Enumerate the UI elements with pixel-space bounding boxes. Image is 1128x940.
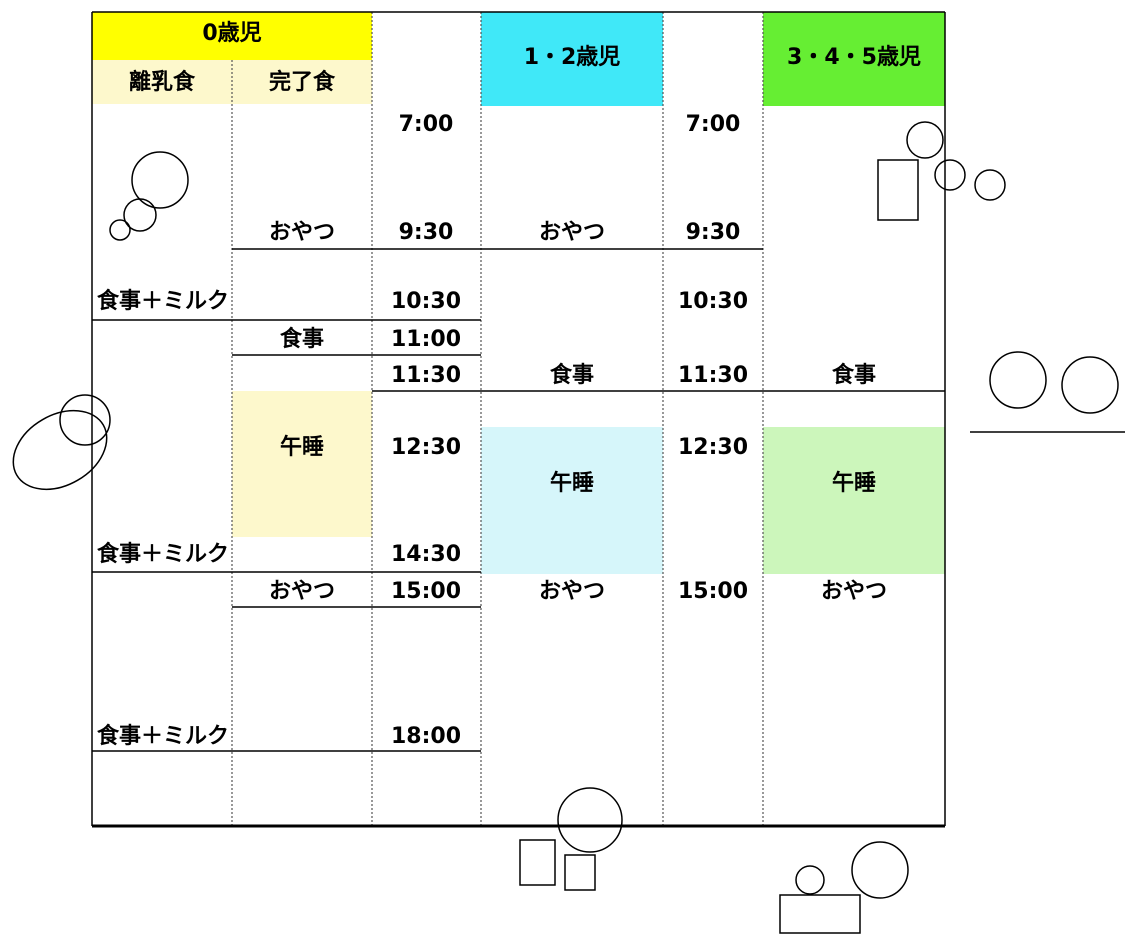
time: 11:30 [678, 363, 748, 388]
activity: 食事＋ミルク [97, 723, 229, 749]
illustration [519, 787, 623, 891]
activity: 食事 [832, 362, 876, 388]
activity: 食事 [280, 326, 324, 352]
time: 11:30 [391, 363, 461, 388]
header: 1・2歳児 [524, 45, 621, 70]
preschool-header-bg [763, 12, 945, 106]
time: 15:00 [678, 579, 748, 604]
time: 7:00 [399, 112, 454, 137]
completion-header-bg [232, 60, 372, 104]
illustration [970, 351, 1125, 433]
header: 0歳児 [202, 21, 261, 46]
time: 12:30 [391, 435, 461, 460]
activity: 食事＋ミルク [97, 541, 229, 567]
time: 14:30 [391, 542, 461, 567]
time: 12:30 [678, 435, 748, 460]
time: 9:30 [686, 220, 741, 245]
time: 10:30 [678, 289, 748, 314]
illustration [109, 151, 189, 241]
activity: おやつ [539, 220, 605, 245]
activity: 食事＋ミルク [97, 288, 229, 314]
header: 3・4・5歳児 [787, 45, 921, 70]
activity: おやつ [821, 579, 887, 604]
illustration [779, 841, 909, 934]
activity: おやつ [269, 579, 335, 604]
nap-bg [481, 427, 663, 574]
illustration [877, 121, 1006, 221]
weaning-header-bg [92, 60, 232, 104]
activity: おやつ [539, 579, 605, 604]
time: 18:00 [391, 724, 461, 749]
header: 完了食 [269, 69, 336, 95]
time: 7:00 [686, 112, 741, 137]
time: 9:30 [399, 220, 454, 245]
infant-header-bg [92, 12, 372, 60]
header: 離乳食 [129, 69, 196, 95]
activity: 午睡 [280, 434, 324, 460]
activity: 食事 [550, 362, 594, 388]
time: 15:00 [391, 579, 461, 604]
illustration [12, 394, 111, 491]
time: 11:00 [391, 327, 461, 352]
toddler-header-bg [481, 12, 663, 106]
nap-bg [232, 391, 372, 537]
nap-bg [763, 427, 945, 574]
activity: 午睡 [550, 470, 594, 496]
activity: 午睡 [832, 470, 876, 496]
time: 10:30 [391, 289, 461, 314]
activity: おやつ [269, 220, 335, 245]
